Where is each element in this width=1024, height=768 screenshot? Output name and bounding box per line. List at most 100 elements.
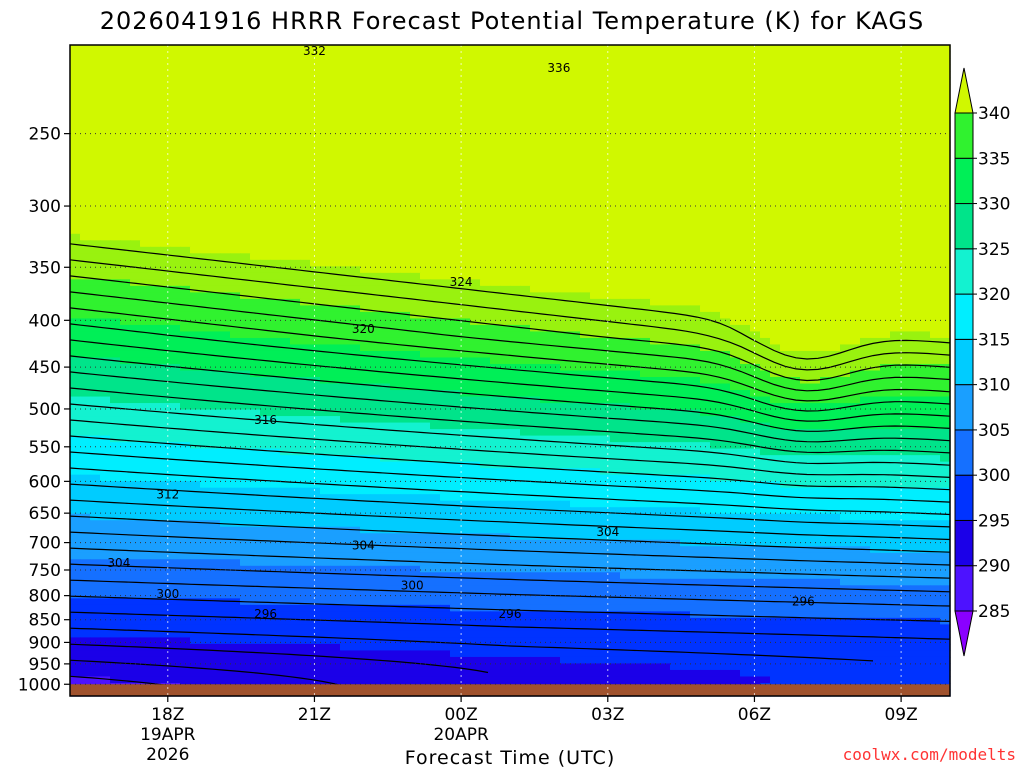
colorbar-swatch — [954, 429, 974, 476]
x-axis-label: Forecast Time (UTC) — [405, 747, 615, 768]
contour-line-304 — [69, 563, 951, 593]
colorbar-label: 285 — [978, 602, 1010, 622]
y-tick-label: 600 — [29, 472, 61, 492]
colorbar-swatch — [954, 565, 974, 612]
y-tick-label: 900 — [29, 633, 61, 653]
ground-strip — [70, 684, 950, 696]
contour-label: 336 — [547, 61, 570, 75]
y-tick-label: 650 — [29, 504, 61, 524]
colorbar-label: 340 — [978, 104, 1010, 124]
plot-frame — [69, 44, 951, 697]
x-tick-label: 21Z — [298, 705, 331, 725]
colorbar-swatch — [954, 157, 974, 205]
grid — [70, 45, 950, 696]
contour-line-330 — [69, 355, 951, 432]
contour-line-292 — [69, 659, 357, 692]
x-tick-label: 03Z — [591, 705, 624, 725]
x-tick-label: 06Z — [738, 705, 771, 725]
contour-line-306 — [69, 547, 951, 579]
colorbar-swatch — [954, 384, 974, 431]
contour-line-336 — [69, 307, 951, 402]
contour-labels: 332 336 324 320 316 312 304 304 304 300 300 296 296 2… — [107, 44, 814, 621]
colorbar-label: 325 — [978, 240, 1010, 260]
y-tick-label: 350 — [29, 258, 61, 278]
contour-line-338 — [69, 291, 951, 392]
contour-label: 296 — [254, 607, 277, 621]
contour-label: 324 — [450, 275, 473, 289]
theta-fill — [70, 45, 951, 697]
colorbar-swatch — [954, 519, 974, 567]
x-tick-label: 09Z — [884, 705, 917, 725]
contour-label: 316 — [254, 413, 277, 427]
colorbar-swatch — [954, 293, 974, 340]
contour-label: 300 — [156, 587, 179, 601]
colorbar-label: 305 — [978, 421, 1010, 441]
y-axis: 2503003504004505005506006507007508008509… — [18, 125, 70, 695]
contour-label: 312 — [156, 487, 179, 501]
contour-lines — [69, 243, 951, 696]
y-tick-label: 450 — [29, 358, 61, 378]
y-tick-label: 550 — [29, 438, 61, 458]
contour-line-344 — [69, 243, 951, 360]
contour-label: 296 — [499, 607, 522, 621]
y-tick-label: 1000 — [18, 675, 61, 695]
contour-line-314 — [69, 483, 951, 528]
contour-line-294 — [69, 643, 489, 674]
contour-label: 304 — [596, 525, 619, 539]
colorbar-swatch — [954, 112, 974, 159]
x-tick-label: 18Z — [151, 705, 184, 725]
contour-label: 304 — [107, 556, 130, 570]
colorbar-swatch — [954, 474, 974, 521]
contour-line-322 — [69, 419, 951, 478]
x-tick-label: 19APR — [140, 725, 196, 745]
colorbar-label: 320 — [978, 285, 1010, 305]
contour-line-334 — [69, 323, 951, 412]
contour-line-342 — [69, 259, 951, 371]
colorbar-label: 315 — [978, 330, 1010, 350]
contour-line-326 — [69, 387, 951, 454]
contour-line-296 — [69, 627, 874, 662]
y-tick-label: 300 — [29, 197, 61, 217]
y-tick-label: 250 — [29, 125, 61, 145]
y-tick-label: 500 — [29, 400, 61, 420]
contour-line-308 — [69, 531, 951, 566]
contour-line-320 — [69, 435, 951, 491]
chart-title: 2026041916 HRRR Forecast Potential Tempe… — [100, 7, 925, 35]
colorbar-label: 295 — [978, 511, 1010, 531]
contour-label: 304 — [352, 538, 375, 552]
contour-line-302 — [69, 579, 951, 607]
contour-label: 296 — [792, 595, 815, 609]
contour-line-300 — [69, 595, 951, 622]
contour-line-318 — [69, 451, 951, 503]
y-tick-label: 400 — [29, 311, 61, 331]
plot-area: 332 336 324 320 316 312 304 304 304 300 300 296 296 2… — [69, 44, 951, 697]
x-tick-label: 2026 — [146, 745, 189, 765]
colorbar-label: 330 — [978, 195, 1010, 215]
colorbar-label: 300 — [978, 466, 1010, 486]
x-tick-label: 00Z — [444, 705, 477, 725]
contour-label: 300 — [401, 579, 424, 593]
colorbar-extend-low — [954, 610, 974, 657]
contour-line-340 — [69, 275, 951, 382]
credit-text: coolwx.com/modelts — [843, 745, 1016, 764]
colorbar-label: 290 — [978, 557, 1010, 577]
y-tick-label: 950 — [29, 655, 61, 675]
colorbar-swatch — [954, 338, 974, 386]
y-tick-label: 850 — [29, 611, 61, 631]
contour-line-312 — [69, 499, 951, 541]
x-tick-label: 20APR — [433, 725, 489, 745]
contour-line-298 — [69, 611, 951, 640]
contour-label: 332 — [303, 44, 326, 58]
contour-label: 320 — [352, 322, 375, 336]
contour-line-328 — [69, 371, 951, 443]
colorbar: 285 290 295 300 305 310 315 320 325 330 335 340 — [954, 67, 1010, 657]
contour-line-310 — [69, 515, 951, 553]
contour-line-316 — [69, 467, 951, 516]
colorbar-swatch — [954, 248, 974, 295]
colorbar-label: 335 — [978, 149, 1010, 169]
y-tick-label: 800 — [29, 587, 61, 607]
y-tick-label: 750 — [29, 561, 61, 581]
y-tick-label: 700 — [29, 534, 61, 554]
